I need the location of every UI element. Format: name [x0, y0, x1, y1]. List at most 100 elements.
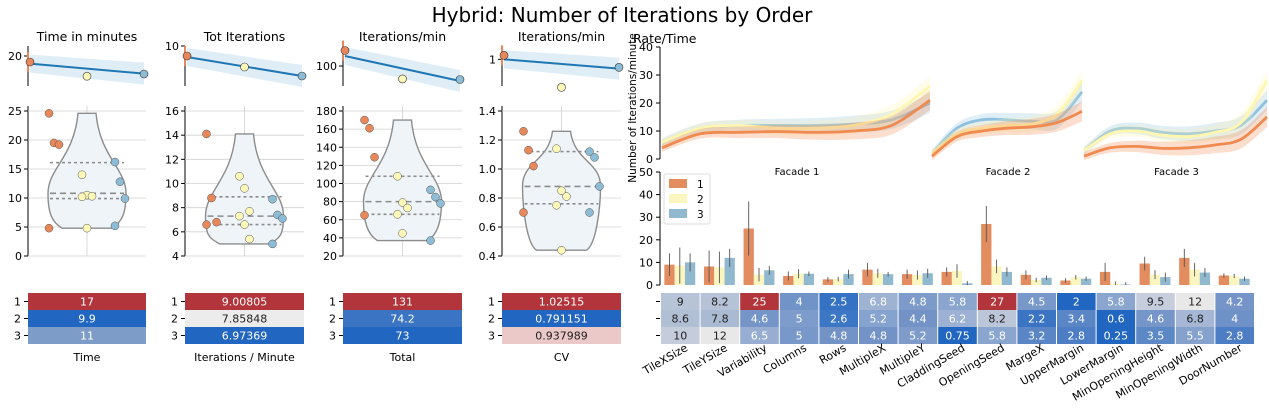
parameter-cell [1096, 310, 1136, 327]
summary-row-label: 2 [14, 313, 21, 326]
column-panel-3: Iterations/min 100 20 40 60 80 100 120 140 160 180… [316, 29, 465, 364]
summary-cell [502, 327, 621, 344]
bar-MultipleX-order-1 [862, 269, 873, 285]
summary-cell [185, 310, 304, 327]
bar-Columns-order-2 [793, 273, 804, 285]
violin-point-order-3 [120, 194, 130, 203]
bar-y-tick-label: 30 [639, 211, 653, 224]
parameter-cell-value: 3.4 [1068, 313, 1086, 326]
summary-x-label: CV [554, 351, 570, 364]
parameter-cell-value: 5.2 [909, 330, 927, 343]
parameter-cell-value: 5.8 [988, 330, 1006, 343]
bar-y-tick-label: 0 [646, 279, 653, 292]
parameter-cell-value: 4.2 [1226, 296, 1244, 309]
bar-DoorNumber-order-1 [1218, 275, 1230, 285]
trend-title: Iterations/min [359, 29, 446, 44]
parameter-cell [779, 327, 819, 344]
parameter-cell [1136, 310, 1175, 327]
summary-cell [502, 310, 621, 327]
parameter-cell [1175, 327, 1215, 344]
parameter-cell [1017, 327, 1056, 344]
bar-OpeningSeed-order-1 [981, 223, 992, 285]
violin-point-order-2 [398, 229, 407, 238]
facet-label: Facade 1 [775, 167, 820, 178]
violin-point-order-1 [44, 223, 54, 233]
rate-time-y-tick-label: 40 [639, 41, 653, 54]
violin-point-order-1 [360, 210, 369, 220]
summary-cell [185, 293, 304, 310]
trend-regression-line [503, 58, 620, 70]
parameter-cell [898, 310, 938, 327]
violin-point-order-2 [562, 192, 571, 201]
facet-label: Facade 2 [986, 167, 1031, 178]
bar-Rows-order-2 [833, 279, 844, 285]
parameter-cell-value: 10 [673, 330, 687, 343]
trend-point [340, 46, 350, 55]
parameter-cell [898, 327, 938, 344]
parameter-cell [859, 310, 898, 327]
violin-point-order-3 [595, 182, 604, 191]
bar-MargeX-order-3 [1041, 277, 1052, 285]
summary-cell-value: 131 [392, 296, 413, 309]
violin-y-tick-label: 10 [8, 192, 22, 205]
parameter-table: 9 8.2 25 4 2.5 6.8 4.8 5.8 27 4.5 2 5.8 9.5 12 4.2 8.6 7… [640, 293, 1254, 404]
trend-point [182, 51, 192, 61]
rate-time-y-tick-label: 10 [639, 125, 653, 138]
trend-point [398, 74, 407, 84]
rate-time-band-order-3 [1084, 90, 1267, 155]
rate-time-line-order-2 [1083, 79, 1269, 152]
parameter-cell [1136, 293, 1175, 310]
parameter-cell [1096, 293, 1136, 310]
bar-MinOpeningWidth-order-2 [1189, 269, 1200, 285]
parameter-cell [1017, 310, 1056, 327]
violin-point-order-3 [426, 236, 435, 245]
parameter-cell [740, 310, 779, 327]
violin-point-order-1 [360, 115, 369, 125]
parameter-cell-value: 3.5 [1147, 330, 1165, 343]
summary-row-label: 2 [488, 313, 495, 326]
bar-Columns-order-3 [803, 273, 815, 285]
summary-cell [343, 327, 462, 344]
parameter-cell [977, 327, 1017, 344]
bar-MinOpeningHeight-order-2 [1149, 274, 1161, 285]
violin-point-order-1 [212, 217, 221, 227]
bar-MultipleY-order-2 [912, 275, 923, 285]
bar-legend-label: 2 [697, 194, 704, 206]
violin-y-tick-label: 1.0 [479, 163, 497, 176]
parameter-cell [1057, 293, 1096, 310]
violin-point-order-3 [431, 192, 440, 202]
parameter-cell-value: 2.2 [1028, 313, 1046, 326]
violin-y-tick-label: 20 [323, 250, 337, 263]
parameter-cell [859, 327, 898, 344]
trend-point [455, 75, 465, 84]
column-panel-2: Tot Iterations 10 4 6 8 10 12 14 16 9.00805 1 7.858… [165, 29, 307, 364]
violin-point-order-2 [87, 192, 97, 201]
parameter-cell [1136, 327, 1175, 344]
parameter-cell [1215, 293, 1254, 310]
summary-row-label: 3 [329, 330, 336, 343]
violin-point-order-3 [278, 214, 287, 223]
trend-point [25, 57, 35, 67]
trend-point [499, 51, 509, 60]
rate-time-line-order-2 [931, 79, 1084, 155]
trend-point [139, 69, 149, 79]
violin-y-tick-label: 0.8 [479, 192, 497, 205]
parameter-cell-value: 4.6 [751, 313, 769, 326]
violin-y-tick-label: 1.4 [479, 105, 497, 118]
violin-point-order-1 [54, 140, 64, 149]
bar-DoorNumber-order-3 [1239, 278, 1250, 285]
bar-legend-label: 3 [697, 209, 704, 221]
summary-cell-value: 9.00805 [222, 296, 268, 309]
violin-point-order-2 [77, 170, 87, 180]
trend-point [614, 63, 624, 72]
parameter-cell-value: 4.5 [1028, 296, 1046, 309]
rate-time-y-tick-label: 20 [639, 97, 653, 110]
violin-y-tick-label: 60 [323, 214, 337, 227]
rate-time-y-tick-label: 30 [639, 69, 653, 82]
summary-cell [343, 293, 462, 310]
bar-legend: 1 2 3 [663, 173, 711, 225]
summary-cell-value: 0.791151 [535, 313, 588, 326]
parameter-cell-value: 6.2 [949, 313, 967, 326]
parameter-cell [661, 293, 700, 310]
